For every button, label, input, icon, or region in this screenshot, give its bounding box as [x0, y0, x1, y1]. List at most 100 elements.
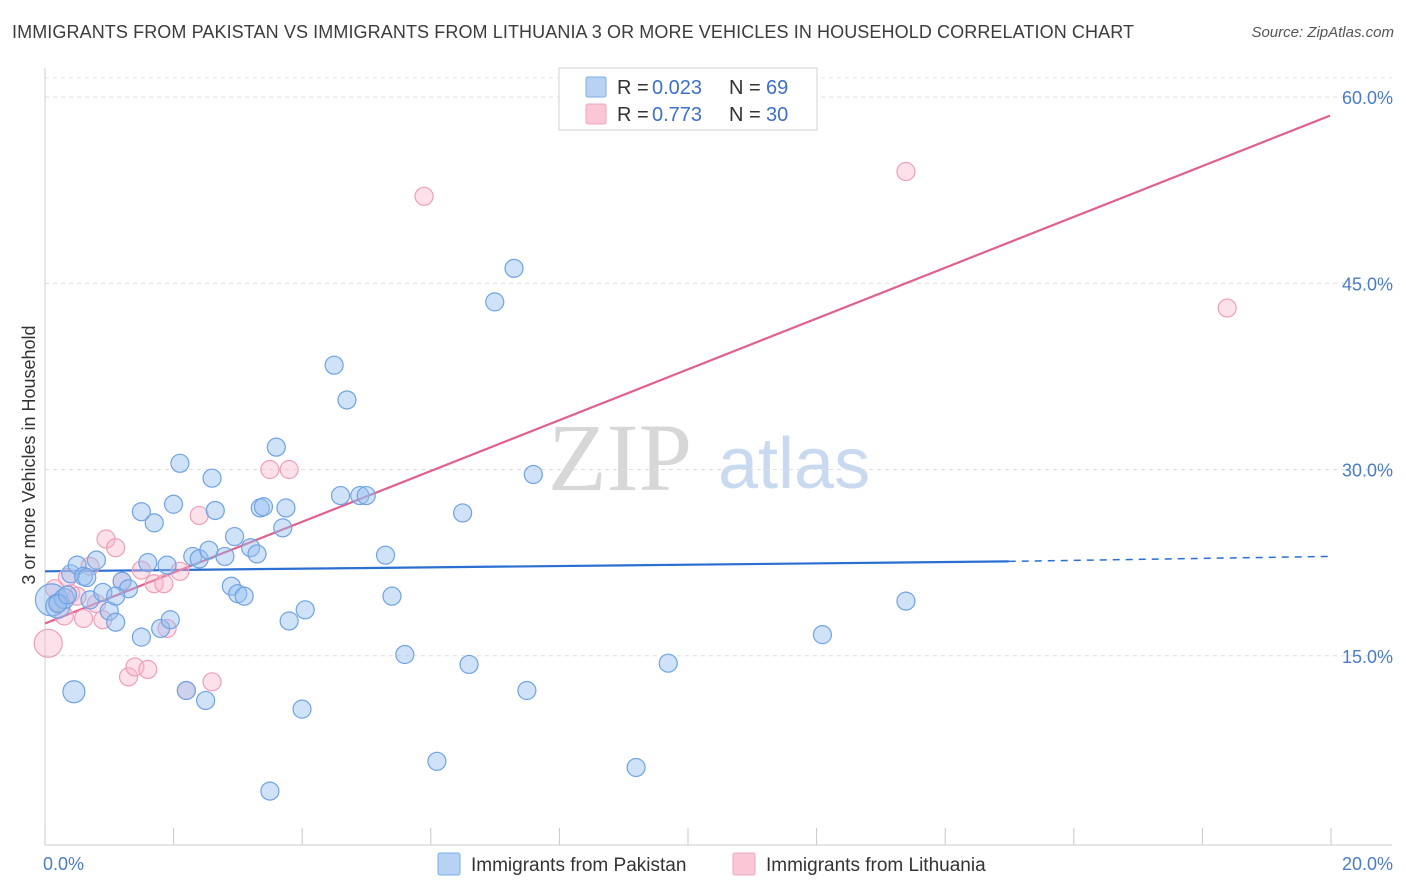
y-tick-label-60: 60.0% [1342, 88, 1393, 108]
pakistan-point-38 [266, 437, 286, 457]
lithuania-point-22 [202, 672, 222, 692]
legend-top: R = 0.023 N = 69 R = 0.773 N = 30 [558, 67, 818, 131]
pakistan-point-66 [106, 586, 126, 606]
legend-n-value-lithuania: 30 [766, 104, 788, 126]
pakistan-point-13 [131, 627, 151, 647]
lithuania-point-26 [896, 161, 916, 182]
pakistan-point-26 [202, 468, 222, 488]
x-tick-label-max: 20.0% [1342, 854, 1393, 874]
pakistan-point-54 [453, 503, 473, 523]
pakistan-point-19 [160, 610, 180, 630]
lithuania-point-16 [144, 574, 164, 594]
pakistan-point-49 [375, 545, 396, 565]
chart-title: IMMIGRANTS FROM PAKISTAN VS IMMIGRANTS F… [12, 22, 1135, 42]
lithuania-point-24 [279, 459, 299, 480]
pakistan-point-43 [295, 600, 315, 620]
trendlines [44, 114, 1331, 625]
pakistan-point-30 [224, 526, 245, 547]
pakistan-point-36 [253, 497, 274, 517]
lithuania-point-5 [73, 608, 94, 629]
pakistan-point-28 [215, 546, 235, 567]
lithuania-point-12 [118, 667, 139, 687]
y-axis-label: 3 or more Vehicles in Household [19, 325, 39, 584]
lithuania-point-27 [1217, 298, 1237, 318]
pakistan-point-39 [273, 518, 293, 538]
pakistan-point-21 [170, 453, 190, 473]
lithuania-point-25 [414, 186, 434, 206]
pakistan-point-57 [517, 680, 537, 701]
pakistan-point-34 [247, 544, 267, 564]
lithuania-point-4 [67, 586, 87, 606]
lithuania-point-23 [260, 459, 280, 480]
pakistan-point-44 [324, 355, 344, 375]
legend-r-label-pakistan: R = [617, 77, 649, 99]
lithuania-point-10 [106, 538, 126, 558]
pakistan-point-67 [176, 680, 196, 701]
axes [44, 68, 1392, 846]
lithuania-point-0 [33, 628, 63, 658]
legend-n-label-pakistan: N = [729, 77, 761, 99]
pakistan-point-51 [395, 644, 415, 665]
pakistan-point-50 [382, 586, 402, 606]
data-points [33, 161, 1237, 801]
pakistan-point-24 [196, 690, 216, 711]
watermark-atlas: atlas [718, 424, 870, 504]
pakistan-point-16 [144, 513, 164, 533]
pakistan-point-65 [57, 585, 78, 605]
pakistan-point-47 [350, 485, 370, 506]
pakistan-point-52 [427, 751, 447, 771]
pakistan-point-42 [292, 699, 312, 719]
legend-bottom: Immigrants from Pakistan Immigrants from… [437, 852, 986, 876]
pakistan-point-10 [106, 612, 126, 632]
bottom-legend-label-pakistan: Immigrants from Pakistan [471, 855, 686, 876]
pakistan-point-20 [163, 494, 184, 514]
bottom-legend-swatch-pakistan [437, 852, 461, 876]
pakistan-point-60 [658, 653, 678, 673]
pakistan-point-41 [279, 611, 299, 631]
pakistan-trendline-extension [1008, 555, 1331, 563]
pakistan-point-8 [93, 582, 113, 603]
tick-labels: 15.0% 30.0% 45.0% 60.0% 0.0% 20.0% [43, 88, 1393, 874]
y-tick-label-15: 15.0% [1342, 647, 1393, 667]
pakistan-point-68 [77, 567, 97, 588]
pakistan-trendline [44, 560, 1009, 573]
pakistan-point-25 [199, 540, 219, 560]
x-tick-label-min: 0.0% [43, 854, 84, 874]
pakistan-point-18 [157, 555, 177, 575]
pakistan-point-35 [250, 498, 270, 518]
bottom-legend-swatch-lithuania [732, 852, 756, 876]
pakistan-point-56 [504, 258, 524, 278]
legend-n-value-pakistan: 69 [766, 77, 788, 99]
pakistan-point-40 [276, 498, 296, 518]
lithuania-point-15 [138, 659, 158, 680]
pakistan-point-55 [485, 292, 505, 312]
source-credit: Source: ZipAtlas.com [1251, 24, 1394, 41]
pakistan-point-63 [62, 680, 86, 704]
lithuania-point-17 [154, 574, 174, 594]
legend-swatch-pakistan [585, 76, 607, 98]
pakistan-point-32 [234, 586, 254, 606]
pakistan-point-15 [138, 553, 158, 573]
pakistan-point-62 [896, 591, 916, 611]
pakistan-point-53 [459, 654, 479, 675]
pakistan-point-61 [812, 625, 833, 645]
bottom-legend-label-lithuania: Immigrants from Lithuania [766, 855, 986, 876]
y-tick-label-45: 45.0% [1342, 274, 1393, 294]
pakistan-point-14 [131, 502, 151, 522]
legend-r-value-pakistan: 0.023 [652, 77, 702, 99]
legend-swatch-lithuania [585, 103, 607, 125]
legend-r-label-lithuania: R = [617, 104, 649, 126]
pakistan-point-59 [626, 757, 646, 778]
pakistan-point-45 [330, 485, 351, 506]
legend-r-value-lithuania: 0.773 [652, 104, 702, 126]
legend-n-label-lithuania: N = [729, 104, 761, 126]
watermark-zip: ZIP [548, 404, 692, 511]
y-tick-label-30: 30.0% [1342, 461, 1393, 481]
pakistan-point-27 [205, 500, 225, 521]
lithuania-point-21 [189, 505, 209, 526]
lithuania-point-14 [131, 560, 151, 580]
pakistan-point-7 [86, 550, 107, 570]
pakistan-point-46 [337, 390, 357, 410]
lithuania-trendline [44, 114, 1331, 625]
